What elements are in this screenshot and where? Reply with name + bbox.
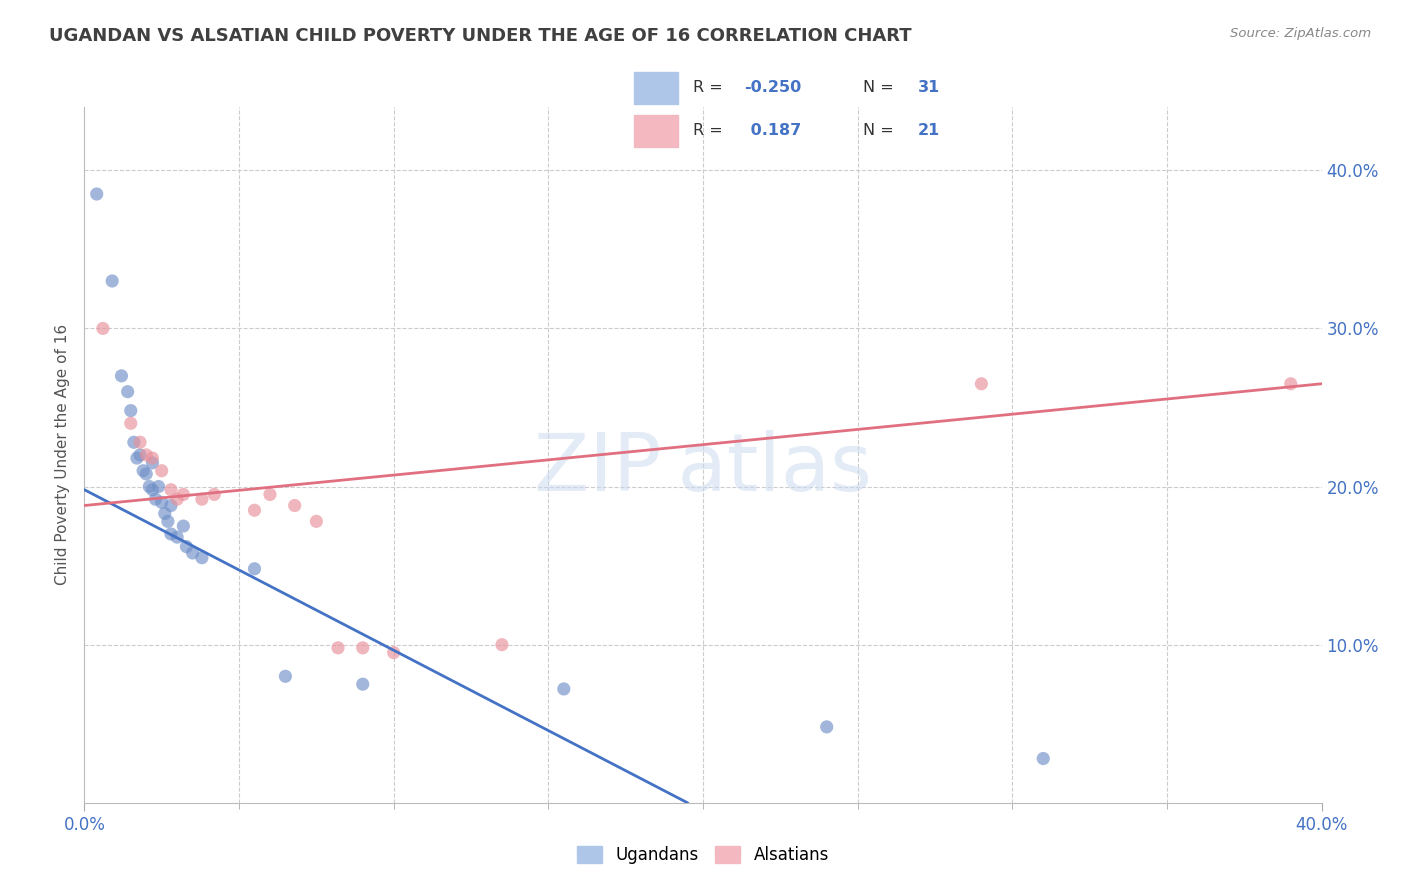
Point (243, 562, 266, 576)
Point (150, 464, 173, 478)
Point (160, 483, 183, 497)
Point (352, 677, 374, 691)
Point (166, 530, 188, 544)
Point (156, 514, 179, 528)
Text: R =: R = (693, 80, 728, 95)
Point (101, 274, 124, 288)
Text: N =: N = (863, 123, 898, 138)
Point (132, 464, 155, 478)
Point (86, 186, 108, 201)
Point (815, 720, 838, 734)
Point (191, 550, 214, 565)
Text: UGANDAN VS ALSATIAN CHILD POVERTY UNDER THE AGE OF 16 CORRELATION CHART: UGANDAN VS ALSATIAN CHILD POVERTY UNDER … (49, 27, 912, 45)
Point (259, 487, 281, 501)
Point (191, 492, 214, 507)
Text: 0.187: 0.187 (745, 123, 801, 138)
Point (172, 487, 194, 501)
Point (141, 451, 163, 466)
Point (120, 417, 142, 431)
Point (125, 451, 148, 466)
Point (176, 540, 198, 554)
Text: 31: 31 (918, 80, 941, 95)
Text: Source: ZipAtlas.com: Source: ZipAtlas.com (1230, 27, 1371, 40)
Point (160, 527, 183, 541)
Point (326, 640, 349, 655)
Point (243, 503, 266, 517)
Text: -0.250: -0.250 (745, 80, 801, 95)
Point (141, 483, 163, 497)
Point (145, 492, 167, 507)
FancyBboxPatch shape (634, 72, 678, 103)
Text: N =: N = (863, 80, 898, 95)
Point (129, 435, 152, 450)
Point (172, 519, 194, 533)
Point (202, 487, 225, 501)
Point (382, 646, 405, 660)
Text: ZIP atlas: ZIP atlas (534, 430, 872, 508)
Y-axis label: Child Poverty Under the Age of 16: Child Poverty Under the Age of 16 (55, 325, 70, 585)
Point (135, 448, 157, 462)
Point (160, 499, 183, 513)
Point (91, 321, 114, 335)
Point (110, 368, 132, 383)
Point (150, 495, 173, 509)
Point (135, 467, 157, 481)
Point (1032, 751, 1054, 765)
Point (970, 376, 993, 391)
Point (553, 681, 575, 696)
Point (129, 448, 152, 462)
FancyBboxPatch shape (634, 115, 678, 147)
Point (181, 546, 204, 560)
Legend: Ugandans, Alsatians: Ugandans, Alsatians (576, 846, 830, 864)
Point (138, 479, 160, 493)
Point (117, 384, 139, 399)
Point (122, 435, 145, 450)
Point (148, 479, 170, 493)
Point (1279, 376, 1302, 391)
Point (120, 403, 142, 417)
Point (166, 492, 188, 507)
Point (352, 640, 374, 655)
Point (491, 638, 513, 652)
Point (153, 507, 176, 521)
Text: 21: 21 (918, 123, 941, 138)
Point (274, 669, 297, 683)
Point (284, 499, 307, 513)
Text: R =: R = (693, 123, 728, 138)
Point (141, 456, 163, 470)
Point (305, 514, 328, 528)
